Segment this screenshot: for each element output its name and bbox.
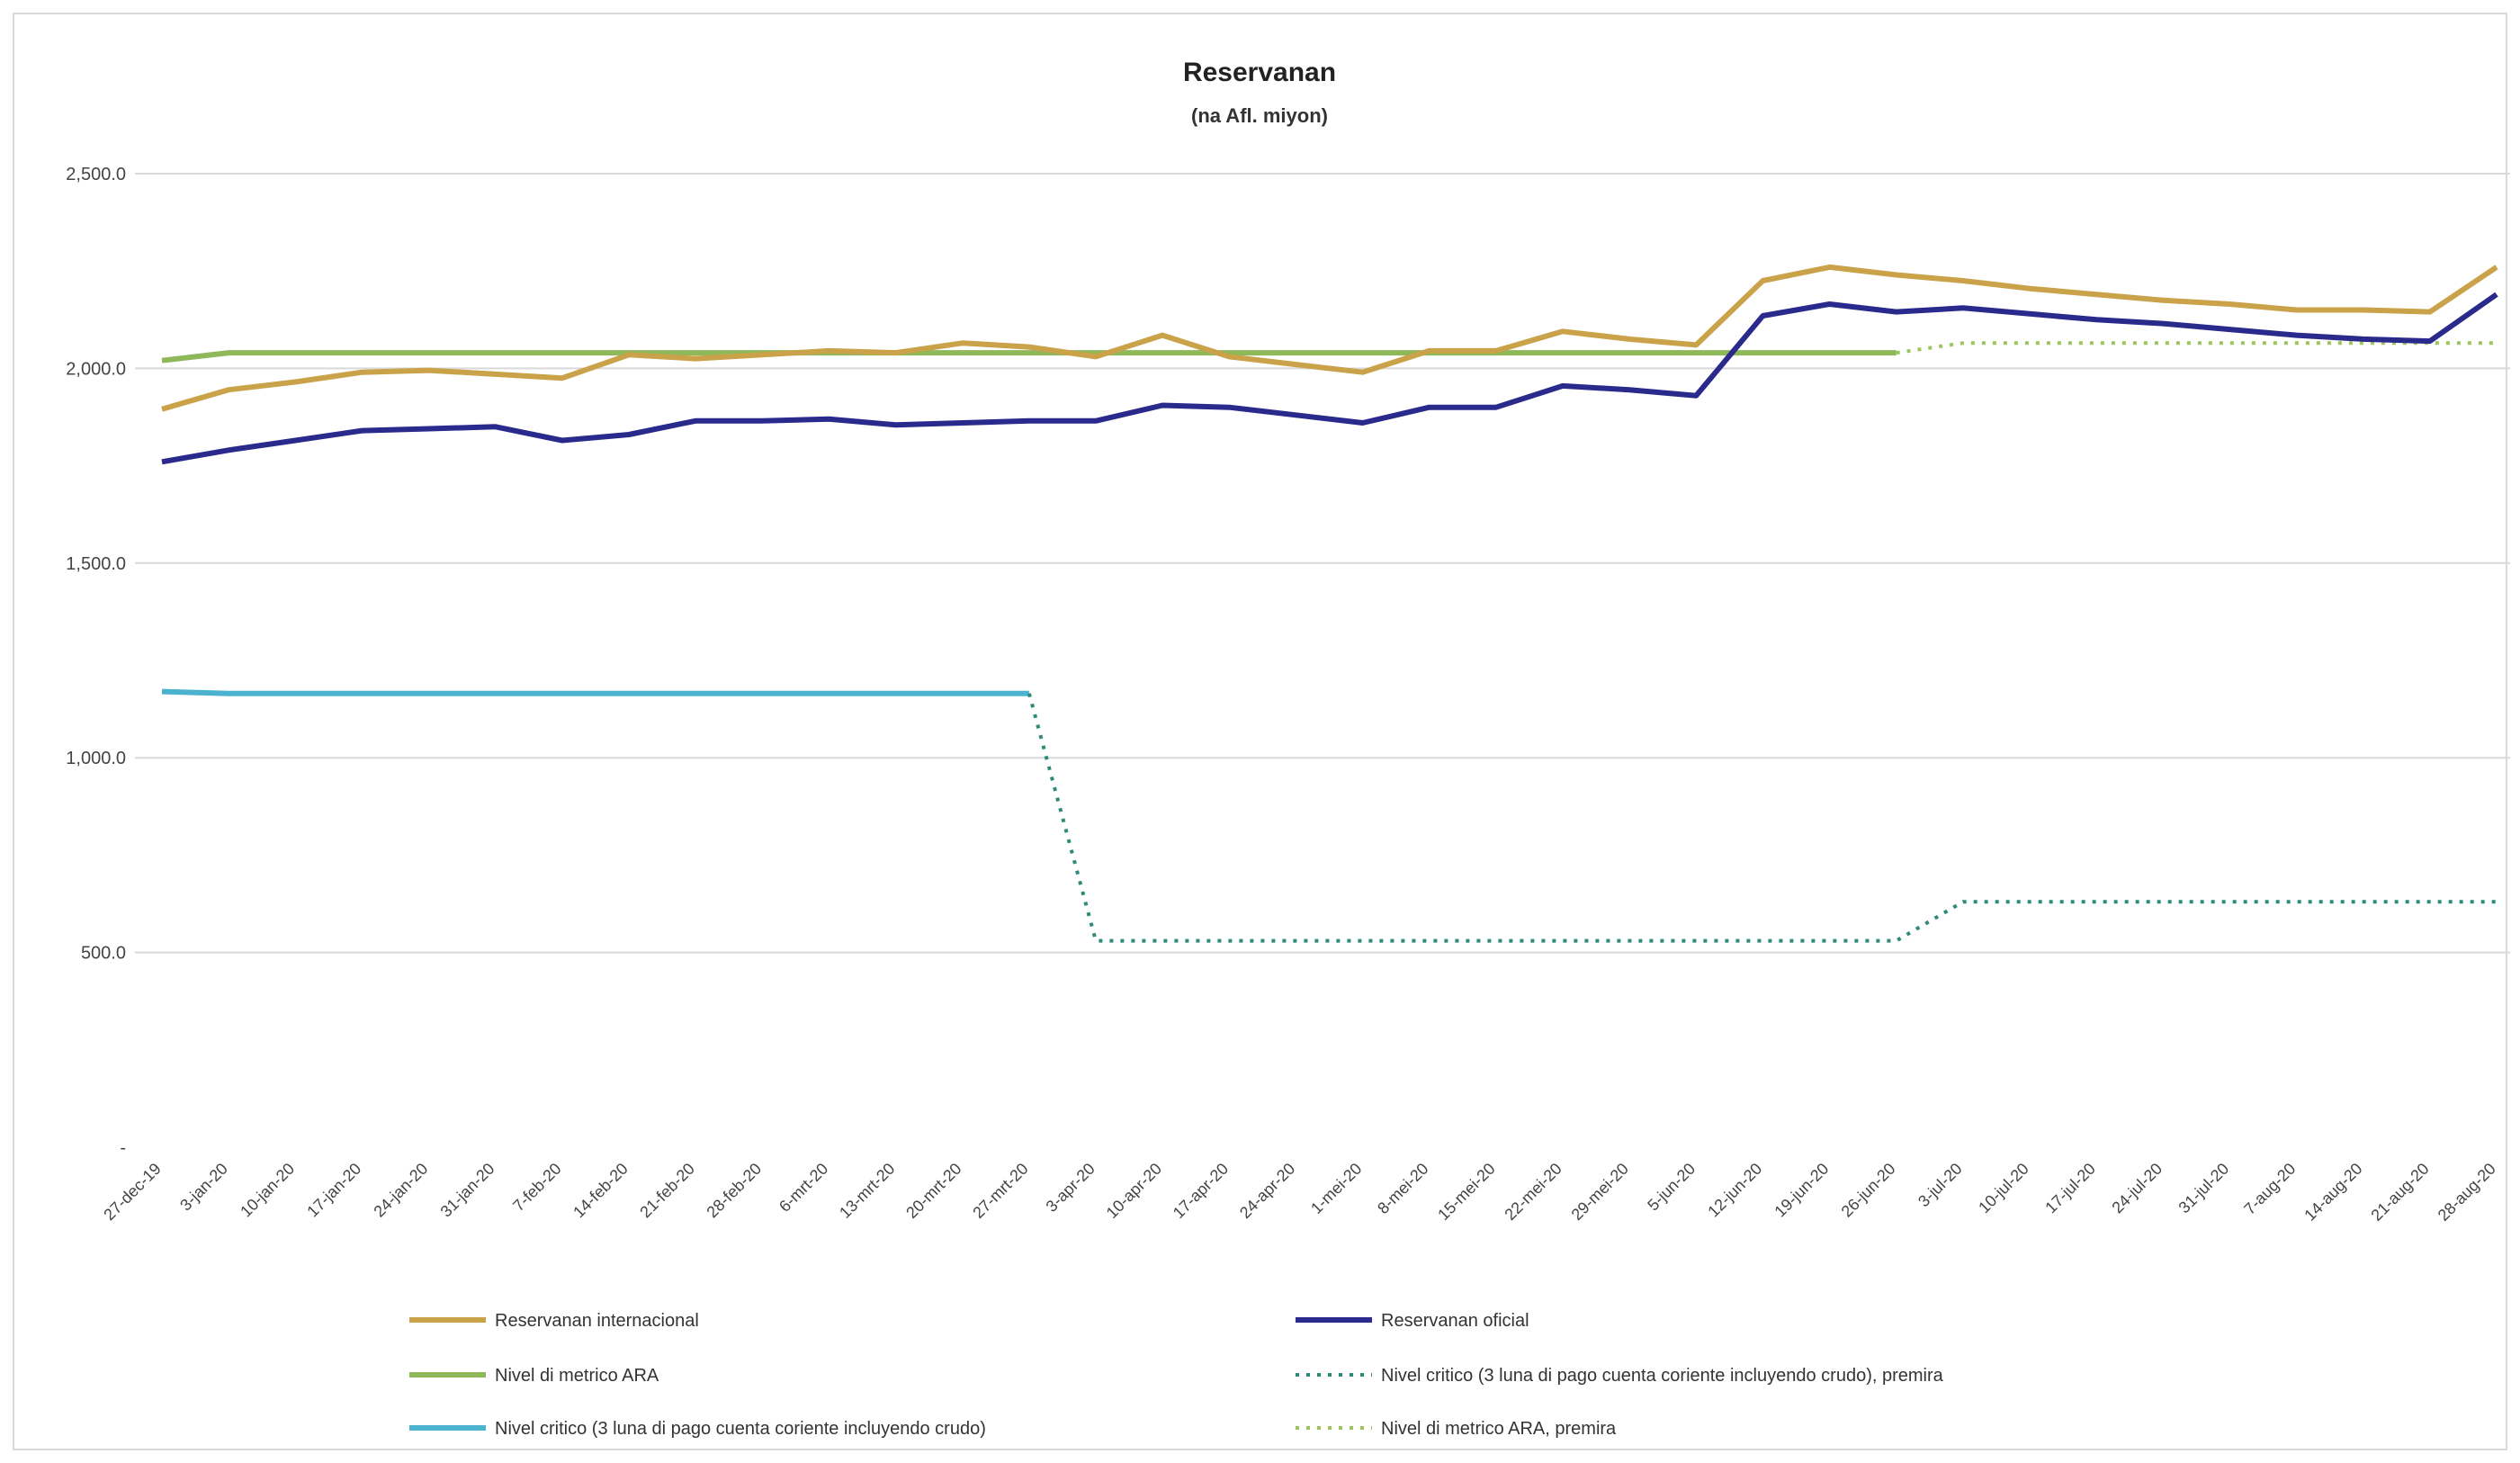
x-tick-label: 14-feb-20 <box>569 1160 632 1222</box>
x-tick-label: 27-dec-19 <box>100 1160 164 1224</box>
legend-label: Nivel di metrico ARA <box>495 1366 659 1386</box>
x-tick-label: 27-mrt-20 <box>969 1160 1031 1222</box>
legend-label: Reservanan oficial <box>1381 1311 1529 1331</box>
chart-title: Reservanan <box>1183 58 1336 87</box>
y-tick-label: 1,500.0 <box>66 554 126 574</box>
y-tick-label: 2,000.0 <box>66 359 126 379</box>
chart-subtitle: (na Afl. miyon) <box>1191 104 1328 127</box>
x-tick-label: 28-aug-20 <box>2435 1160 2499 1225</box>
x-tick-label: 24-jul-20 <box>2108 1160 2166 1217</box>
x-tick-label: 17-jan-20 <box>303 1160 364 1221</box>
legend-label: Nivel critico (3 luna di pago cuenta cor… <box>1381 1366 1944 1386</box>
legend-label: Nivel di metrico ARA, premira <box>1381 1419 1617 1439</box>
x-tick-label: 22-mei-20 <box>1501 1160 1565 1224</box>
x-tick-label: 31-jan-20 <box>437 1160 498 1221</box>
x-tick-label: 8-mei-20 <box>1374 1160 1431 1217</box>
x-axis-ticks: 27-dec-19 3-jan-20 10-jan-20 17-jan-20 24-ja… <box>100 1160 2498 1225</box>
series-lines <box>161 264 2498 943</box>
x-tick-label: 26-jun-20 <box>1838 1160 1899 1221</box>
x-tick-label: 5-jun-20 <box>1644 1160 1699 1215</box>
x-tick-label: 1-mei-20 <box>1307 1160 1365 1217</box>
x-tick-label: 13-mrt-20 <box>836 1160 898 1222</box>
x-tick-label: 3-apr-20 <box>1043 1160 1099 1216</box>
series-line-0 <box>161 264 2498 412</box>
x-tick-label: 3-jul-20 <box>1915 1160 1966 1211</box>
y-tick-label: 500.0 <box>81 944 126 964</box>
x-tick-label: 24-apr-20 <box>1236 1160 1298 1222</box>
series-line-2 <box>161 350 1897 364</box>
legend-label: Reservanan internacional <box>495 1311 699 1331</box>
x-tick-label: 17-jul-20 <box>2041 1160 2099 1217</box>
x-tick-label: 7-feb-20 <box>509 1160 565 1216</box>
series-line-3 <box>1027 693 2497 943</box>
chart-frame <box>13 13 2507 1450</box>
x-tick-label: 6-mrt-20 <box>776 1160 831 1216</box>
y-tick-label: 2,500.0 <box>66 165 126 184</box>
x-tick-label: 14-aug-20 <box>2300 1160 2365 1225</box>
x-tick-label: 15-mei-20 <box>1434 1160 1498 1224</box>
x-tick-label: 28-feb-20 <box>703 1160 765 1222</box>
legend: Reservanan internacional Reservanan ofici… <box>409 1311 1944 1439</box>
y-tick-label: 1,000.0 <box>66 749 126 768</box>
x-tick-label: 3-jan-20 <box>176 1160 231 1215</box>
x-tick-label: 29-mei-20 <box>1568 1160 1632 1224</box>
x-tick-label: 10-jan-20 <box>237 1160 298 1221</box>
x-tick-label: 20-mrt-20 <box>902 1160 964 1222</box>
x-tick-label: 17-apr-20 <box>1170 1160 1232 1222</box>
x-tick-label: 21-aug-20 <box>2368 1160 2433 1225</box>
x-tick-label: 19-jun-20 <box>1771 1160 1832 1221</box>
x-tick-label: 12-jun-20 <box>1704 1160 1765 1221</box>
series-line-4 <box>161 688 1029 696</box>
x-tick-label: 24-jan-20 <box>370 1160 431 1221</box>
series-line-5 <box>1896 341 2497 355</box>
x-tick-label: 7-aug-20 <box>2240 1160 2299 1218</box>
y-tick-label: - <box>120 1138 126 1158</box>
x-tick-label: 10-apr-20 <box>1103 1160 1165 1222</box>
x-tick-label: 21-feb-20 <box>636 1160 698 1222</box>
gridlines <box>135 173 2510 954</box>
y-axis-ticks: - 500.0 1,000.0 1,500.0 2,000.0 2,500.0 <box>66 165 126 1158</box>
series-line-1 <box>161 292 2498 465</box>
x-tick-label: 10-jul-20 <box>1975 1160 2032 1217</box>
legend-label: Nivel critico (3 luna di pago cuenta cor… <box>495 1419 986 1439</box>
x-tick-label: 31-jul-20 <box>2175 1160 2233 1217</box>
